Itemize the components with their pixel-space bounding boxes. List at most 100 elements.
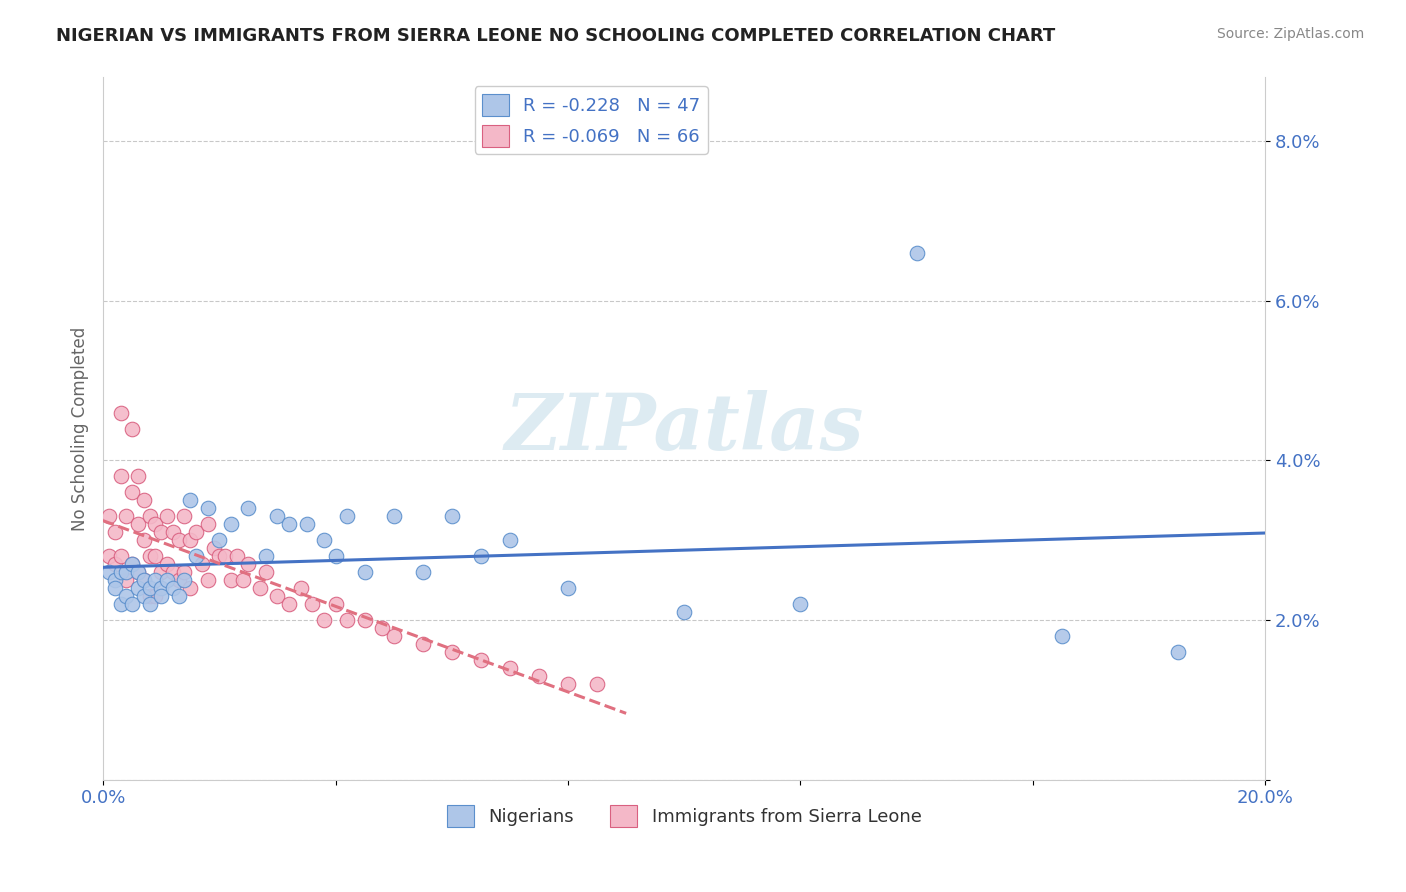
Point — [110, 565, 132, 579]
Legend: Nigerians, Immigrants from Sierra Leone: Nigerians, Immigrants from Sierra Leone — [440, 797, 929, 834]
Point — [254, 565, 277, 579]
Point — [225, 549, 247, 564]
Point — [266, 509, 288, 524]
Point — [162, 581, 184, 595]
Point — [673, 605, 696, 619]
Point — [353, 565, 375, 579]
Point — [121, 421, 143, 435]
Point — [97, 565, 120, 579]
Point — [173, 565, 195, 579]
Point — [167, 533, 190, 548]
Point — [138, 509, 160, 524]
Point — [336, 613, 359, 627]
Point — [104, 557, 127, 571]
Point — [197, 573, 219, 587]
Point — [110, 469, 132, 483]
Point — [104, 573, 127, 587]
Point — [254, 549, 277, 564]
Point — [290, 581, 312, 595]
Point — [97, 549, 120, 564]
Point — [167, 589, 190, 603]
Point — [132, 589, 155, 603]
Point — [167, 573, 190, 587]
Point — [145, 589, 167, 603]
Point — [132, 533, 155, 548]
Point — [132, 573, 155, 587]
Point — [312, 613, 335, 627]
Point — [97, 509, 120, 524]
Point — [249, 581, 271, 595]
Point — [145, 517, 167, 532]
Point — [232, 573, 254, 587]
Point — [138, 589, 160, 603]
Point — [138, 581, 160, 595]
Point — [173, 509, 195, 524]
Point — [156, 573, 179, 587]
Point — [110, 406, 132, 420]
Point — [121, 597, 143, 611]
Point — [527, 669, 550, 683]
Y-axis label: No Schooling Completed: No Schooling Completed — [72, 326, 89, 531]
Point — [412, 565, 434, 579]
Text: Source: ZipAtlas.com: Source: ZipAtlas.com — [1216, 27, 1364, 41]
Point — [150, 589, 173, 603]
Point — [156, 557, 179, 571]
Point — [115, 565, 138, 579]
Point — [138, 597, 160, 611]
Point — [371, 621, 394, 635]
Point — [440, 509, 463, 524]
Point — [557, 677, 579, 691]
Point — [184, 549, 207, 564]
Point — [1050, 629, 1073, 643]
Point — [132, 573, 155, 587]
Point — [336, 509, 359, 524]
Point — [905, 246, 928, 260]
Point — [208, 549, 231, 564]
Point — [121, 485, 143, 500]
Point — [470, 549, 492, 564]
Point — [145, 573, 167, 587]
Point — [104, 581, 127, 595]
Point — [202, 541, 225, 556]
Point — [312, 533, 335, 548]
Point — [179, 493, 201, 508]
Point — [301, 597, 323, 611]
Point — [557, 581, 579, 595]
Point — [278, 597, 301, 611]
Point — [121, 557, 143, 571]
Point — [295, 517, 318, 532]
Point — [179, 581, 201, 595]
Point — [382, 629, 405, 643]
Point — [197, 517, 219, 532]
Point — [145, 549, 167, 564]
Point — [586, 677, 609, 691]
Point — [499, 661, 522, 675]
Point — [115, 589, 138, 603]
Point — [219, 517, 242, 532]
Point — [325, 597, 347, 611]
Point — [104, 525, 127, 540]
Point — [138, 549, 160, 564]
Point — [214, 549, 236, 564]
Text: ZIPatlas: ZIPatlas — [505, 391, 863, 467]
Text: NIGERIAN VS IMMIGRANTS FROM SIERRA LEONE NO SCHOOLING COMPLETED CORRELATION CHAR: NIGERIAN VS IMMIGRANTS FROM SIERRA LEONE… — [56, 27, 1056, 45]
Point — [121, 557, 143, 571]
Point — [110, 597, 132, 611]
Point — [353, 613, 375, 627]
Point — [127, 565, 149, 579]
Point — [162, 525, 184, 540]
Point — [156, 509, 179, 524]
Point — [110, 549, 132, 564]
Point — [150, 581, 173, 595]
Point — [208, 533, 231, 548]
Point — [197, 501, 219, 516]
Point — [173, 573, 195, 587]
Point — [219, 573, 242, 587]
Point — [127, 517, 149, 532]
Point — [499, 533, 522, 548]
Point — [162, 565, 184, 579]
Point — [1167, 645, 1189, 659]
Point — [440, 645, 463, 659]
Point — [278, 517, 301, 532]
Point — [266, 589, 288, 603]
